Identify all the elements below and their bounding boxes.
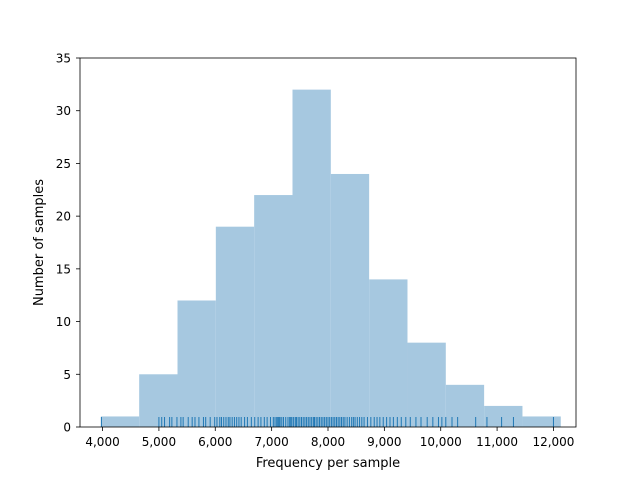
- histogram-bar: [100, 416, 140, 427]
- x-tick-label: 8,000: [311, 435, 345, 449]
- x-tick-label: 11,000: [476, 435, 518, 449]
- histogram-bar: [292, 89, 331, 427]
- rug-marks: [100, 417, 554, 427]
- histogram-bar: [330, 173, 370, 427]
- x-tick-label: 9,000: [367, 435, 401, 449]
- y-axis-ticks: 0 5 10 15 20 25 30 35: [56, 52, 80, 435]
- y-tick-label: 10: [56, 315, 71, 329]
- x-tick-label: 10,000: [420, 435, 462, 449]
- histogram-bar: [484, 405, 523, 427]
- histogram-bar: [522, 416, 561, 427]
- histogram-bar: [177, 300, 216, 427]
- x-tick-label: 5,000: [142, 435, 176, 449]
- x-tick-label: 4,000: [85, 435, 119, 449]
- histogram-bar: [139, 374, 178, 427]
- x-tick-label: 12,000: [532, 435, 574, 449]
- y-tick-label: 5: [63, 368, 71, 382]
- histogram-bar: [407, 342, 446, 427]
- histogram-bar: [215, 226, 255, 427]
- x-axis-label: Frequency per sample: [256, 456, 400, 471]
- x-tick-label: 7,000: [254, 435, 288, 449]
- histogram-bars: [100, 89, 561, 427]
- y-tick-label: 0: [63, 421, 71, 435]
- y-tick-label: 25: [56, 157, 71, 171]
- histogram-bar: [369, 279, 408, 427]
- x-axis-ticks: 4,000 5,000 6,000 7,000 8,000 9,000 10,000 11,0…: [85, 427, 574, 449]
- x-tick-label: 6,000: [198, 435, 232, 449]
- y-tick-label: 20: [56, 210, 71, 224]
- histogram-bar: [254, 195, 293, 427]
- y-tick-label: 30: [56, 104, 71, 118]
- y-tick-label: 35: [56, 52, 71, 66]
- y-tick-label: 15: [56, 262, 71, 276]
- y-axis-label: Number of samples: [32, 179, 47, 306]
